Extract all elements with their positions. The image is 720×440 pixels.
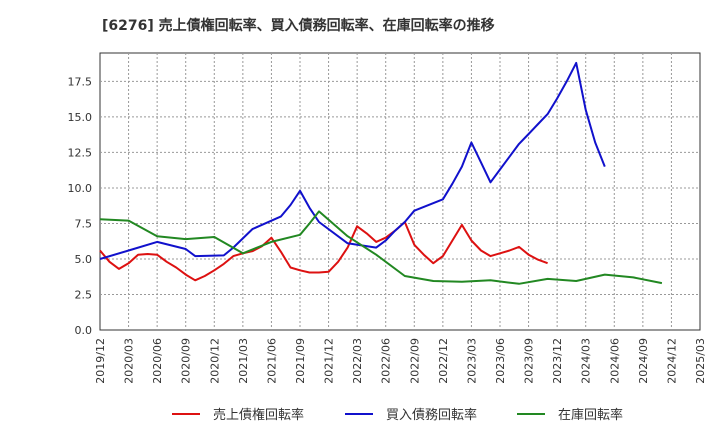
x-tick-label: 2020/03 bbox=[123, 338, 136, 384]
x-tick-label: 2024/09 bbox=[637, 338, 650, 384]
legend-item-inventory: 在庫回転率 bbox=[517, 407, 623, 423]
x-tick-label: 2022/12 bbox=[437, 338, 450, 384]
x-tick-label: 2020/12 bbox=[208, 338, 221, 384]
x-tick-label: 2024/06 bbox=[608, 338, 621, 384]
series-lines bbox=[99, 61, 663, 285]
y-tick-label: 17.5 bbox=[68, 75, 93, 88]
x-tick-label: 2023/12 bbox=[551, 338, 564, 384]
x-tick-label: 2025/03 bbox=[694, 338, 707, 384]
y-tick-label: 2.5 bbox=[75, 288, 93, 301]
x-tick-label: 2020/06 bbox=[151, 338, 164, 384]
legend-item-receivables: 売上債権回転率 bbox=[172, 407, 304, 423]
y-gridlines bbox=[100, 80, 700, 295]
plot-area bbox=[99, 52, 701, 331]
x-tick-label: 2023/06 bbox=[494, 338, 507, 384]
x-tick-label: 2019/12 bbox=[94, 338, 107, 384]
x-tick-label: 2023/09 bbox=[523, 338, 536, 384]
chart-title: [6276] 売上債権回転率、買入債務回転率、在庫回転率の推移 bbox=[102, 17, 495, 34]
legend-item-payables: 買入債務回転率 bbox=[345, 407, 477, 423]
x-tick-label: 2022/06 bbox=[380, 338, 393, 384]
receivables-turnover-line bbox=[99, 221, 548, 282]
x-tick-label: 2022/03 bbox=[351, 338, 364, 384]
y-tick-label: 7.5 bbox=[75, 217, 93, 230]
y-tick-label: 12.5 bbox=[68, 146, 93, 159]
x-tick-label: 2022/09 bbox=[408, 338, 421, 384]
x-tick-label: 2024/03 bbox=[580, 338, 593, 384]
x-tick-label: 2021/03 bbox=[237, 338, 250, 384]
x-tick-label: 2021/09 bbox=[294, 338, 307, 384]
y-tick-label: 15.0 bbox=[68, 111, 93, 124]
x-tick-label: 2021/06 bbox=[265, 338, 278, 384]
legend-label-receivables: 売上債権回転率 bbox=[213, 407, 304, 423]
inventory-turnover-line bbox=[99, 210, 663, 285]
y-axis-labels: 0.0 2.5 5.0 7.5 10.0 12.5 15.0 17.5 bbox=[68, 75, 93, 337]
y-tick-label: 0.0 bbox=[75, 324, 93, 337]
x-tick-label: 2023/03 bbox=[465, 338, 478, 384]
legend-label-inventory: 在庫回転率 bbox=[558, 407, 623, 423]
x-tick-label: 2024/12 bbox=[665, 338, 678, 384]
y-tick-label: 5.0 bbox=[75, 253, 93, 266]
legend: 売上債権回転率 買入債務回転率 在庫回転率 bbox=[172, 407, 623, 423]
y-tick-label: 10.0 bbox=[68, 182, 93, 195]
legend-label-payables: 買入債務回転率 bbox=[386, 407, 477, 423]
x-axis-labels: 2019/12 2020/03 2020/06 2020/09 2020/12 2021/… bbox=[94, 338, 707, 384]
x-tick-label: 2020/09 bbox=[180, 338, 193, 384]
x-tick-label: 2021/12 bbox=[323, 338, 336, 384]
